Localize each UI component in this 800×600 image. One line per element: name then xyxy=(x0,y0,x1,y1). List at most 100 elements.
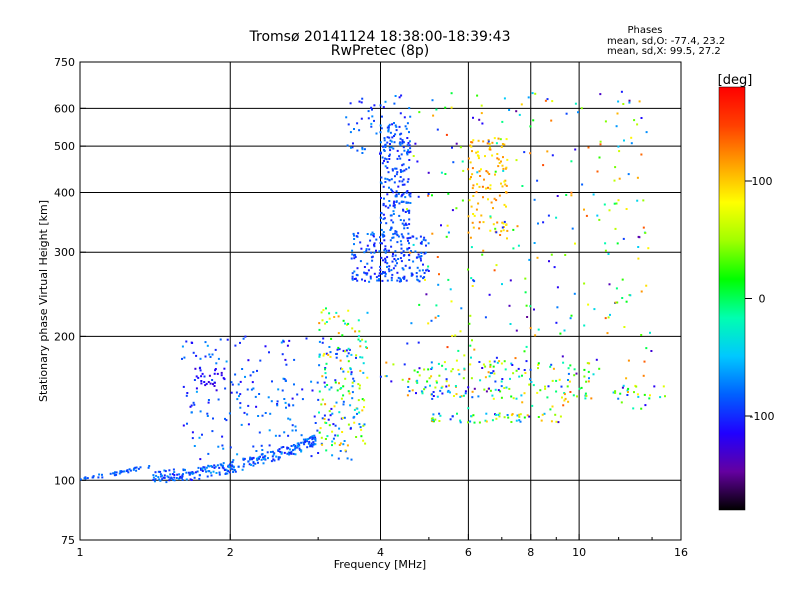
data-point xyxy=(596,214,599,217)
data-point xyxy=(364,279,366,282)
data-point xyxy=(402,200,405,203)
data-point xyxy=(342,370,345,373)
data-point xyxy=(268,351,270,354)
data-point xyxy=(411,389,414,392)
data-point xyxy=(321,443,324,446)
data-point xyxy=(209,382,212,385)
data-point xyxy=(324,372,327,375)
data-point xyxy=(251,381,254,384)
data-point xyxy=(482,363,485,366)
data-point xyxy=(367,110,370,113)
data-point xyxy=(405,168,408,171)
data-point xyxy=(473,348,476,351)
data-point xyxy=(469,178,472,181)
data-point xyxy=(608,209,611,212)
data-point xyxy=(401,183,404,186)
data-point xyxy=(493,360,496,363)
data-point xyxy=(379,236,381,239)
data-point xyxy=(408,259,411,261)
data-point xyxy=(642,199,645,202)
data-point xyxy=(351,391,354,394)
data-point xyxy=(272,453,275,456)
data-point xyxy=(324,421,327,424)
data-point xyxy=(152,474,155,477)
data-point xyxy=(337,332,340,335)
data-point xyxy=(318,353,321,356)
data-point xyxy=(390,140,393,143)
data-point xyxy=(382,145,384,148)
data-point xyxy=(464,392,467,395)
colorbar-label: [deg] xyxy=(718,73,753,88)
data-point xyxy=(406,208,408,211)
data-point xyxy=(392,210,395,213)
data-point xyxy=(583,208,585,211)
data-point xyxy=(523,392,526,395)
data-point xyxy=(219,338,222,341)
data-point xyxy=(478,227,481,230)
data-point xyxy=(298,447,301,450)
data-point xyxy=(250,463,252,466)
data-point xyxy=(367,269,370,272)
data-point xyxy=(310,380,313,383)
data-point xyxy=(432,395,435,397)
data-point xyxy=(179,475,182,478)
data-point xyxy=(471,339,473,342)
data-point xyxy=(191,471,194,474)
data-point xyxy=(388,249,390,252)
data-point xyxy=(637,246,640,248)
data-point xyxy=(496,361,499,364)
data-point xyxy=(208,353,211,356)
data-point xyxy=(569,391,572,393)
data-point xyxy=(394,195,397,198)
data-point xyxy=(662,385,665,388)
data-point xyxy=(381,115,383,118)
data-point xyxy=(345,116,348,119)
data-point xyxy=(178,473,181,476)
data-point xyxy=(347,123,350,126)
data-point xyxy=(167,476,170,479)
data-point xyxy=(370,256,373,259)
data-point xyxy=(398,96,401,99)
data-point xyxy=(169,477,172,480)
data-point xyxy=(573,374,576,377)
data-point xyxy=(330,337,333,340)
data-point xyxy=(451,146,453,149)
data-point xyxy=(300,449,303,452)
data-point xyxy=(444,173,447,175)
data-point xyxy=(628,101,631,104)
data-point xyxy=(475,191,478,194)
data-point xyxy=(480,168,482,171)
data-point xyxy=(234,344,237,347)
data-point xyxy=(227,464,230,467)
data-point xyxy=(409,150,412,153)
data-point xyxy=(408,377,411,380)
data-point xyxy=(418,374,421,377)
data-point xyxy=(361,146,364,149)
data-point xyxy=(378,250,381,253)
data-point xyxy=(636,176,639,179)
data-point xyxy=(338,382,340,385)
data-point xyxy=(523,369,526,371)
data-point xyxy=(101,473,103,476)
data-point xyxy=(505,138,508,141)
data-point xyxy=(322,354,325,357)
data-point xyxy=(341,431,344,433)
data-point xyxy=(567,367,570,370)
data-point xyxy=(278,456,281,459)
data-point xyxy=(330,407,333,410)
data-point xyxy=(471,187,474,190)
data-point xyxy=(426,380,429,383)
data-point xyxy=(564,254,567,256)
data-point xyxy=(201,467,204,470)
data-point xyxy=(532,384,535,387)
data-point xyxy=(393,200,396,203)
data-point xyxy=(396,171,399,174)
data-point xyxy=(335,311,338,314)
data-point xyxy=(334,379,337,382)
data-point xyxy=(618,177,621,180)
data-point xyxy=(294,447,297,450)
data-point xyxy=(329,355,332,358)
data-point xyxy=(242,458,245,461)
data-point xyxy=(257,461,259,464)
data-point xyxy=(505,386,508,389)
